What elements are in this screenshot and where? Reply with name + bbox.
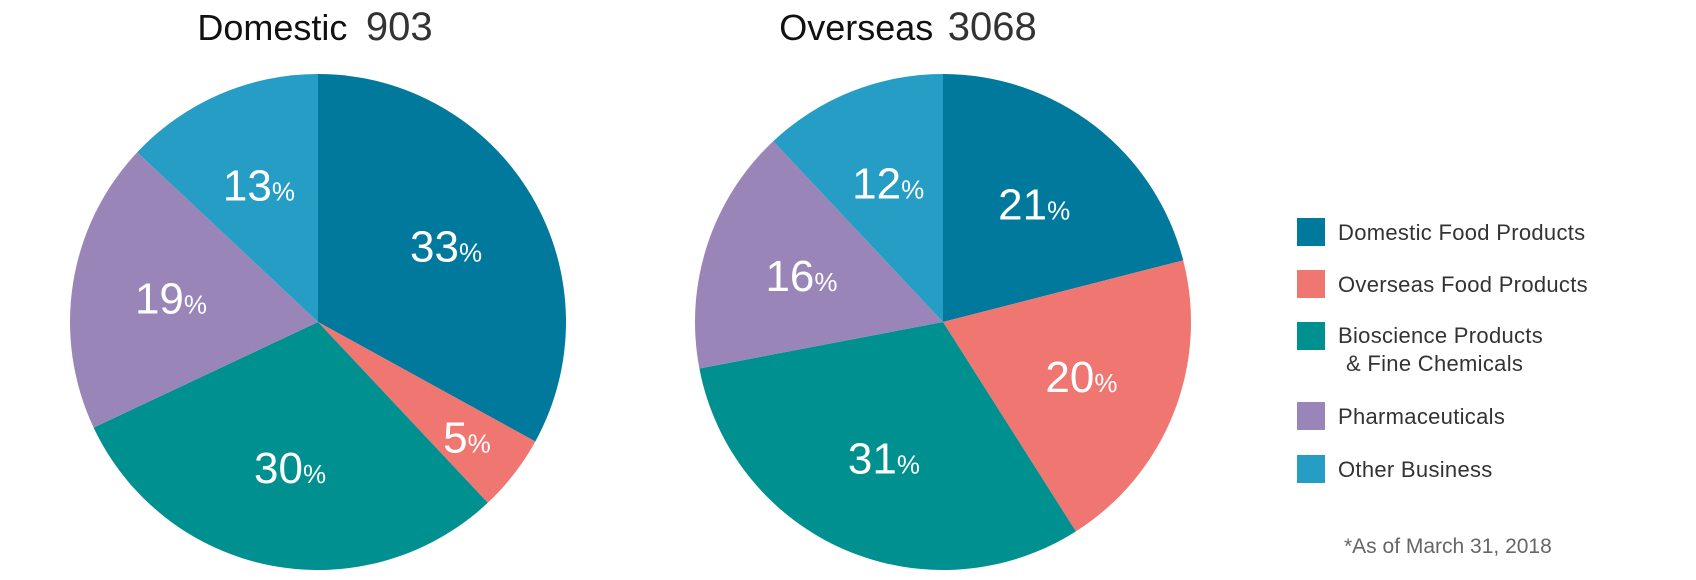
slice-label-domestic-other-business: 13%	[223, 161, 295, 210]
chart-domestic-title: Domestic 903	[197, 5, 432, 49]
slice-label-overseas-pharmaceuticals: 16%	[765, 252, 837, 301]
legend-label-overseas-food-products: Overseas Food Products	[1338, 272, 1588, 297]
legend-label-other-business: Other Business	[1338, 457, 1493, 482]
pie-slice-overseas-other-business	[773, 74, 943, 322]
chart-overseas-pie	[694, 74, 1192, 571]
legend-swatch-overseas-food-products	[1297, 270, 1325, 298]
legend-label-bioscience-products-line2: & Fine Chemicals	[1346, 351, 1523, 376]
chart-domestic-pie	[69, 74, 566, 570]
legend: Domestic Food Products Overseas Food Pro…	[1297, 218, 1588, 483]
pie-slice-overseas-domestic-food-products	[943, 74, 1184, 322]
pie-slice-domestic-bioscience-products-and-fine-chemicals	[93, 322, 488, 570]
legend-item-bioscience-products: Bioscience Products & Fine Chemicals	[1297, 322, 1543, 376]
pie-slice-overseas-pharmaceuticals	[694, 141, 943, 369]
chart-domestic-title-label: Domestic	[197, 7, 347, 48]
slice-label-overseas-other-business: 12%	[852, 160, 924, 209]
chart-overseas-total: 3068	[948, 5, 1037, 49]
slice-label-domestic-pharmaceuticals: 19%	[135, 275, 207, 324]
legend-item-domestic-food-products: Domestic Food Products	[1297, 218, 1585, 246]
legend-label-bioscience-products-line1: Bioscience Products	[1338, 323, 1543, 348]
pie-slice-overseas-overseas-food-products	[943, 260, 1192, 532]
footnote: *As of March 31, 2018	[1344, 535, 1552, 558]
chart-overseas-slice-labels: 21% 20% 31% 16% 12%	[765, 160, 1117, 484]
chart-overseas-title-label: Overseas	[779, 7, 933, 48]
pie-slice-domestic-other-business	[137, 74, 318, 322]
legend-item-overseas-food-products: Overseas Food Products	[1297, 270, 1588, 298]
legend-label-domestic-food-products: Domestic Food Products	[1338, 220, 1585, 245]
slice-label-domestic-bioscience-products-and-fine-chemicals: 30%	[254, 444, 326, 493]
legend-item-other-business: Other Business	[1297, 455, 1493, 483]
slice-label-overseas-overseas-food-products: 20%	[1045, 353, 1117, 402]
legend-swatch-domestic-food-products	[1297, 218, 1325, 246]
chart-domestic: Domestic 903 33% 5% 30% 19% 13%	[69, 5, 566, 570]
chart-overseas: Overseas 3068 21% 20% 31% 16% 12%	[694, 5, 1192, 571]
legend-swatch-pharmaceuticals	[1297, 402, 1325, 430]
pie-slice-domestic-overseas-food-products	[318, 322, 536, 503]
slice-label-overseas-domestic-food-products: 21%	[998, 180, 1070, 229]
chart-domestic-total: 903	[366, 5, 433, 49]
pie-slice-overseas-bioscience-products-and-fine-chemicals	[699, 322, 1076, 571]
pie-slice-domestic-domestic-food-products	[318, 74, 566, 442]
slice-label-domestic-overseas-food-products: 5%	[443, 414, 491, 463]
legend-swatch-other-business	[1297, 455, 1325, 483]
chart-domestic-slice-labels: 33% 5% 30% 19% 13%	[135, 161, 491, 493]
legend-label-pharmaceuticals: Pharmaceuticals	[1338, 404, 1505, 429]
pie-slice-domestic-pharmaceuticals	[69, 152, 318, 428]
chart-overseas-title: Overseas 3068	[779, 5, 1037, 49]
legend-item-pharmaceuticals: Pharmaceuticals	[1297, 402, 1505, 430]
slice-label-overseas-bioscience-products-and-fine-chemicals: 31%	[848, 435, 920, 484]
slice-label-domestic-domestic-food-products: 33%	[410, 222, 482, 271]
legend-swatch-bioscience-products	[1297, 322, 1325, 350]
